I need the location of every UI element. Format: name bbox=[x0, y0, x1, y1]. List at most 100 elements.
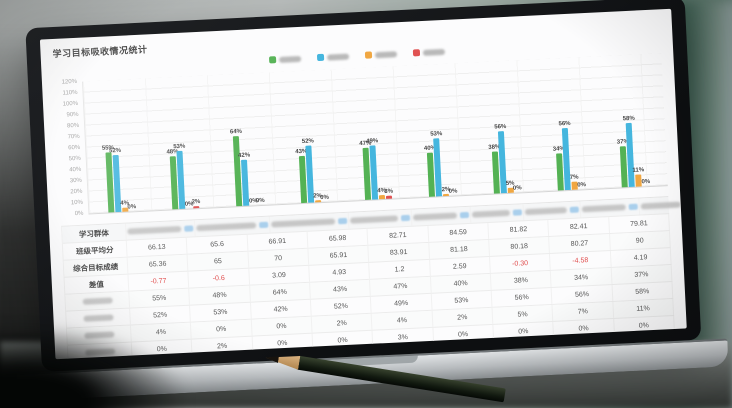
table-cell: 66.91 bbox=[247, 231, 309, 251]
y-axis-tick: 100% bbox=[62, 100, 79, 108]
legend-item-series-blue[interactable] bbox=[316, 53, 350, 62]
plot-wrap: 0% 10% 20% 30% 40% 50% 60% 70% 80% 90% 100% 110% 120… bbox=[54, 53, 668, 218]
row-label: 差值 bbox=[64, 274, 130, 294]
table-cell: 70 bbox=[248, 248, 310, 268]
table-cell: 2% bbox=[432, 307, 494, 327]
bar-chart: 0% 10% 20% 30% 40% 50% 60% 70% 80% 90% 100% 110% 120… bbox=[53, 37, 668, 218]
column-link-icon[interactable] bbox=[512, 209, 523, 216]
bar-value-label: 0% bbox=[127, 204, 137, 211]
legend-label-blurred bbox=[422, 48, 446, 56]
table-cell: 47% bbox=[370, 276, 432, 296]
table-cell: 56% bbox=[551, 284, 613, 304]
bar-group: 55% 52% 4% 0% bbox=[102, 79, 137, 213]
column-name-blurred bbox=[581, 204, 626, 213]
column-header-blurred bbox=[348, 209, 413, 229]
column-header-blurred bbox=[411, 206, 472, 226]
table-cell: 2% bbox=[192, 336, 254, 356]
column-name-blurred bbox=[271, 218, 336, 228]
bar-value-label: 56% bbox=[494, 124, 507, 131]
y-axis-tick: 10% bbox=[70, 199, 84, 207]
bar-value-label: 0% bbox=[320, 194, 330, 202]
bar-group: 48% 53% 0% 2% bbox=[166, 76, 200, 210]
bar-value-label: 11% bbox=[632, 167, 645, 174]
legend-swatch-icon bbox=[268, 56, 277, 64]
table-cell: 90 bbox=[609, 231, 671, 251]
table-cell: 81.82 bbox=[488, 220, 550, 239]
y-axis-tick: 70% bbox=[67, 133, 80, 141]
bar-series-red: 2% bbox=[192, 199, 200, 209]
dashboard-panel: 学习目标吸收情况统计 0% 10% 20% 30% 40% 50% 60% 70% 80% 90%… bbox=[40, 9, 687, 360]
bar-value-label: 0% bbox=[641, 179, 651, 186]
table-cell: 52% bbox=[310, 296, 372, 316]
table-cell: 65 bbox=[187, 251, 249, 271]
row-label: 综合目标成绩 bbox=[63, 257, 129, 277]
bar-value-label: 56% bbox=[558, 121, 571, 128]
column-header-blurred bbox=[580, 198, 641, 218]
table-cell: 83.91 bbox=[368, 242, 430, 262]
table-cell: 53% bbox=[431, 290, 493, 310]
table-cell: 84.59 bbox=[428, 222, 490, 242]
table-cell: 82.41 bbox=[548, 217, 610, 236]
legend-swatch-icon bbox=[364, 51, 373, 59]
y-axis-tick: 80% bbox=[66, 122, 80, 130]
table-cell: 81.18 bbox=[428, 239, 490, 259]
table-cell: 48% bbox=[189, 285, 251, 305]
table-cell: 4.93 bbox=[309, 262, 371, 282]
legend-item-series-green[interactable] bbox=[268, 55, 302, 64]
legend-item-series-red[interactable] bbox=[412, 48, 446, 57]
bar-group: 40% 53% 2% 0% bbox=[423, 64, 458, 197]
column-name-blurred bbox=[471, 209, 511, 218]
row-label-blurred bbox=[65, 291, 131, 311]
table-cell: 0% bbox=[191, 319, 253, 339]
legend-item-series-orange[interactable] bbox=[364, 50, 398, 59]
column-name-blurred bbox=[196, 222, 257, 232]
column-link-icon[interactable] bbox=[400, 214, 411, 222]
plot-area: 55% 52% 4% 0% 48% 53% 0% 2% 64% 42% 0% 0% 43% 52% 2% 0%… bbox=[81, 53, 668, 215]
column-link-icon[interactable] bbox=[569, 206, 579, 213]
table-cell: -0.30 bbox=[490, 253, 552, 273]
bar-value-label: 58% bbox=[622, 115, 635, 123]
y-axis-tick: 30% bbox=[69, 177, 82, 185]
table-cell: 5% bbox=[492, 304, 554, 324]
y-axis-tick: 40% bbox=[69, 166, 82, 174]
table-cell: 4% bbox=[371, 310, 434, 330]
table-cell: 0% bbox=[252, 333, 314, 353]
bar-group: 64% 42% 0% 0% bbox=[230, 73, 265, 207]
column-link-icon[interactable] bbox=[184, 225, 194, 232]
column-name-blurred bbox=[412, 212, 458, 221]
legend-label-blurred bbox=[278, 55, 302, 63]
corner-header: 学习群体 bbox=[62, 223, 127, 243]
legend-label-blurred bbox=[326, 53, 350, 61]
table-cell: -0.77 bbox=[128, 271, 190, 291]
legend-swatch-icon bbox=[412, 49, 421, 57]
column-link-icon[interactable] bbox=[259, 221, 269, 229]
table-cell: 64% bbox=[249, 282, 311, 302]
table-cell: 3% bbox=[372, 327, 434, 347]
column-link-icon[interactable] bbox=[459, 211, 470, 219]
table-cell: 38% bbox=[490, 270, 552, 290]
y-axis-tick: 110% bbox=[62, 89, 78, 97]
column-link-icon[interactable] bbox=[337, 217, 348, 225]
bar-series-red: 3% bbox=[384, 188, 393, 199]
bar-value-label: 0% bbox=[448, 188, 458, 195]
table-cell: 2% bbox=[311, 313, 373, 333]
bar-group: 43% 52% 2% 0% bbox=[294, 70, 330, 204]
bar-value-label: 2% bbox=[191, 198, 201, 206]
column-link-icon[interactable] bbox=[628, 203, 638, 211]
y-axis-tick: 50% bbox=[68, 155, 81, 163]
bar-group: 38% 56% 5% 0% bbox=[487, 61, 522, 194]
table-cell: 0% bbox=[493, 321, 555, 341]
table-cell: 0% bbox=[433, 324, 495, 344]
table-cell: 42% bbox=[250, 299, 312, 319]
table-cell: 65.98 bbox=[307, 228, 369, 248]
row-label-blurred bbox=[66, 308, 131, 328]
table-cell: 55% bbox=[129, 288, 191, 308]
y-axis-tick: 0% bbox=[74, 210, 84, 218]
bar-group: 47% 49% 4% 3% bbox=[359, 67, 393, 200]
row-label-blurred-bar bbox=[82, 297, 113, 305]
column-link-icon[interactable] bbox=[683, 200, 687, 208]
bar-series-orange: 4% bbox=[377, 188, 386, 200]
bar-value-label: 0% bbox=[577, 182, 587, 189]
table-cell: 58% bbox=[612, 282, 674, 301]
